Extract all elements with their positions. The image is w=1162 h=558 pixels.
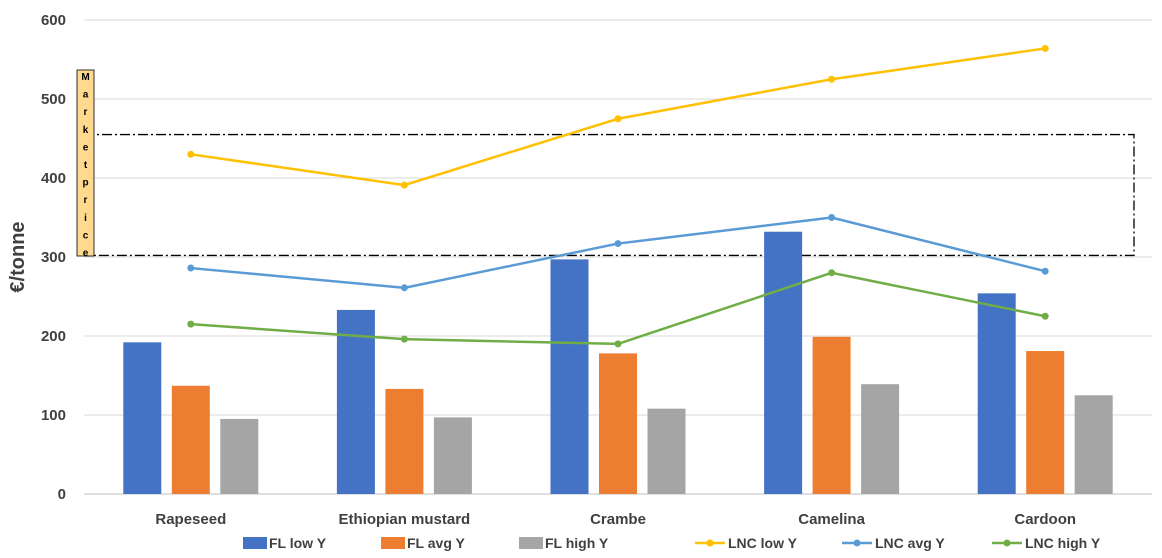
- market-price-label-box: [76, 69, 95, 257]
- y-tick-label: 200: [41, 328, 66, 345]
- market-price-letter: M: [81, 72, 89, 83]
- data-point: [614, 240, 622, 248]
- legend-item: LNC low Y: [695, 535, 798, 551]
- data-point: [400, 335, 408, 343]
- series-line: [190, 271, 1046, 346]
- x-category-label: Ethiopian mustard: [339, 511, 471, 528]
- legend-item: FL avg Y: [381, 535, 466, 551]
- data-point: [828, 214, 836, 221]
- market-price-letter: e: [83, 142, 89, 153]
- legend-swatch: [381, 537, 405, 549]
- legend-item: LNC high Y: [992, 535, 1101, 551]
- legend-label: FL high Y: [545, 535, 609, 551]
- legend-label: LNC low Y: [728, 535, 798, 551]
- bar: [861, 384, 900, 494]
- bar: [1074, 395, 1113, 494]
- bar-series-fl-low-y: [123, 231, 1016, 494]
- market-price-range-box: [83, 133, 1135, 257]
- legend-label: LNC avg Y: [875, 535, 945, 551]
- line-series-lnc-low-y: [187, 44, 1049, 189]
- x-axis-category-labels: Rapeseed Ethiopian mustard Crambe Camelina C…: [155, 511, 1076, 528]
- market-price-letter: t: [84, 160, 88, 171]
- legend-item: FL low Y: [243, 535, 327, 551]
- legend-swatch: [243, 537, 267, 549]
- bar-series-fl-high-y: [220, 384, 1113, 494]
- data-point: [614, 340, 622, 348]
- bar: [812, 336, 851, 494]
- data-point: [1041, 312, 1049, 320]
- legend-label: FL avg Y: [407, 535, 466, 551]
- data-point: [187, 264, 195, 272]
- legend-item: FL high Y: [519, 535, 609, 551]
- data-point: [828, 269, 836, 277]
- bar: [647, 408, 686, 494]
- y-tick-label: 400: [41, 170, 66, 187]
- bar: [220, 418, 259, 494]
- data-point: [828, 75, 836, 83]
- bar: [599, 353, 637, 494]
- x-category-label: Rapeseed: [155, 511, 226, 528]
- bar: [171, 385, 210, 494]
- line-series: [187, 44, 1049, 348]
- bar: [123, 342, 162, 494]
- market-price-letter: i: [84, 213, 87, 224]
- legend-marker: [706, 539, 714, 547]
- gridlines: [84, 19, 1152, 495]
- legend: FL low Y FL avg Y FL high Y LNC low Y LNC av…: [243, 535, 1101, 551]
- bar: [1026, 351, 1065, 494]
- legend-marker: [853, 539, 861, 547]
- data-point: [187, 150, 195, 158]
- x-category-label: Crambe: [590, 511, 646, 528]
- data-point: [187, 320, 195, 328]
- bar: [764, 231, 803, 494]
- series-line: [190, 216, 1046, 290]
- market-price-letter: p: [82, 178, 88, 189]
- bar-series-fl-avg-y: [171, 336, 1065, 494]
- y-tick-label: 100: [41, 407, 66, 424]
- legend-marker: [1003, 539, 1011, 547]
- y-axis-tick-labels: 0 100 200 300 400 500 600: [41, 12, 66, 503]
- market-price-letter: e: [83, 248, 89, 259]
- legend-item: LNC avg Y: [842, 535, 945, 551]
- line-series-lnc-avg-y: [187, 214, 1049, 292]
- x-category-label: Camelina: [798, 511, 865, 528]
- data-point: [1041, 44, 1049, 52]
- line-series-lnc-high-y: [187, 269, 1049, 348]
- legend-label: LNC high Y: [1025, 535, 1101, 551]
- data-point: [400, 284, 408, 292]
- bar-series: [123, 231, 1113, 494]
- bar: [336, 309, 375, 494]
- data-point: [400, 181, 408, 189]
- bar: [550, 259, 589, 494]
- y-tick-label: 600: [41, 12, 66, 29]
- x-category-label: Cardoon: [1014, 511, 1076, 528]
- legend-swatch: [519, 537, 543, 549]
- market-price-letter: a: [83, 90, 89, 101]
- data-point: [1041, 267, 1049, 275]
- data-point: [614, 115, 622, 123]
- bar: [433, 417, 472, 494]
- market-price-letter: r: [84, 107, 88, 118]
- market-price-letter: r: [84, 195, 88, 206]
- market-price-letter: k: [83, 125, 89, 136]
- bar: [977, 293, 1016, 494]
- legend-label: FL low Y: [269, 535, 327, 551]
- y-tick-label: 300: [41, 249, 66, 266]
- bar: [385, 388, 424, 494]
- y-tick-label: 0: [58, 486, 66, 503]
- y-tick-label: 500: [41, 91, 66, 108]
- market-price-letter: c: [83, 230, 89, 241]
- y-axis-title: €/tonne: [7, 221, 29, 292]
